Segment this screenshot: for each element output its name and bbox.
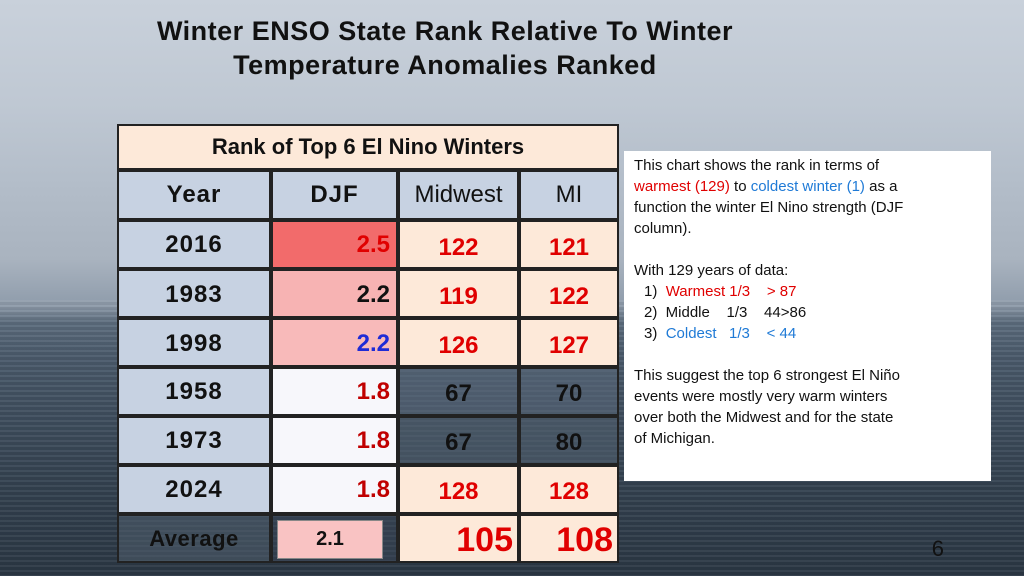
list-text: Coldest 1/3 < 44 <box>665 325 797 342</box>
average-djf: 2.1 <box>277 520 383 559</box>
col-header-mi: MI <box>519 170 619 220</box>
table-row-djf: 1.8 <box>271 367 398 416</box>
table-row-djf: 2.5 <box>271 220 398 269</box>
warmest-label: warmest (129) <box>634 178 730 195</box>
table-row-djf: 2.2 <box>271 269 398 318</box>
table-row-mi: 121 <box>519 220 619 269</box>
table-row-djf: 1.8 <box>271 416 398 465</box>
table-row-midwest: 128 <box>398 465 519 514</box>
info-line: With 129 years of data: <box>634 262 789 279</box>
explanation-box: This chart shows the rank in terms of wa… <box>624 151 991 481</box>
table-row-djf: 1.8 <box>271 465 398 514</box>
table-caption: Rank of Top 6 El Nino Winters <box>117 124 619 170</box>
info-line: This chart shows the rank in terms of <box>634 157 880 174</box>
average-mi: 108 <box>519 514 619 563</box>
list-number: 1) <box>644 283 666 300</box>
title-line-2: Temperature Anomalies Ranked <box>233 50 657 80</box>
col-header-djf: DJF <box>271 170 398 220</box>
table-row-mi: 128 <box>519 465 619 514</box>
list-item-warmest: 1) Warmest 1/3 > 87 <box>634 281 981 302</box>
table-row-midwest: 67 <box>398 416 519 465</box>
average-label: Average <box>117 514 271 563</box>
table-row-djf: 2.2 <box>271 318 398 367</box>
info-line: events were mostly very warm winters <box>634 388 888 405</box>
table-row-year: 1973 <box>117 416 271 465</box>
table-row-year: 2016 <box>117 220 271 269</box>
info-line: column). <box>634 220 692 237</box>
info-line: warmest (129) to coldest winter (1) as a <box>634 176 981 197</box>
slide-title: Winter ENSO State Rank Relative To Winte… <box>0 14 890 82</box>
info-line: of Michigan. <box>634 430 715 447</box>
table-row-midwest: 67 <box>398 367 519 416</box>
list-number: 3) <box>644 325 666 342</box>
table-row-mi: 122 <box>519 269 619 318</box>
average-djf-cell: 2.1 <box>271 514 398 563</box>
table-row-year: 1983 <box>117 269 271 318</box>
info-line: This suggest the top 6 strongest El Niño <box>634 367 900 384</box>
list-item-coldest: 3) Coldest 1/3 < 44 <box>634 323 981 344</box>
table-row-midwest: 126 <box>398 318 519 367</box>
col-header-midwest: Midwest <box>398 170 519 220</box>
col-header-year: Year <box>117 170 271 220</box>
title-line-1: Winter ENSO State Rank Relative To Winte… <box>156 16 734 46</box>
table-row-midwest: 119 <box>398 269 519 318</box>
info-line: function the winter El Nino strength (DJ… <box>634 199 904 216</box>
info-text: to <box>729 178 751 195</box>
table-row-mi: 70 <box>519 367 619 416</box>
table-row-year: 2024 <box>117 465 271 514</box>
page-number: 6 <box>931 536 944 561</box>
table-row-mi: 80 <box>519 416 619 465</box>
coldest-label: coldest winter (1) <box>750 178 865 195</box>
table-row-year: 1958 <box>117 367 271 416</box>
info-line: over both the Midwest and for the state <box>634 409 894 426</box>
info-text: as a <box>864 178 898 195</box>
list-text: Warmest 1/3 > 87 <box>665 283 797 300</box>
table-row-mi: 127 <box>519 318 619 367</box>
table-row-year: 1998 <box>117 318 271 367</box>
list-item-middle: 2) Middle 1/3 44>86 <box>644 304 807 321</box>
table-row-midwest: 122 <box>398 220 519 269</box>
average-midwest: 105 <box>398 514 519 563</box>
